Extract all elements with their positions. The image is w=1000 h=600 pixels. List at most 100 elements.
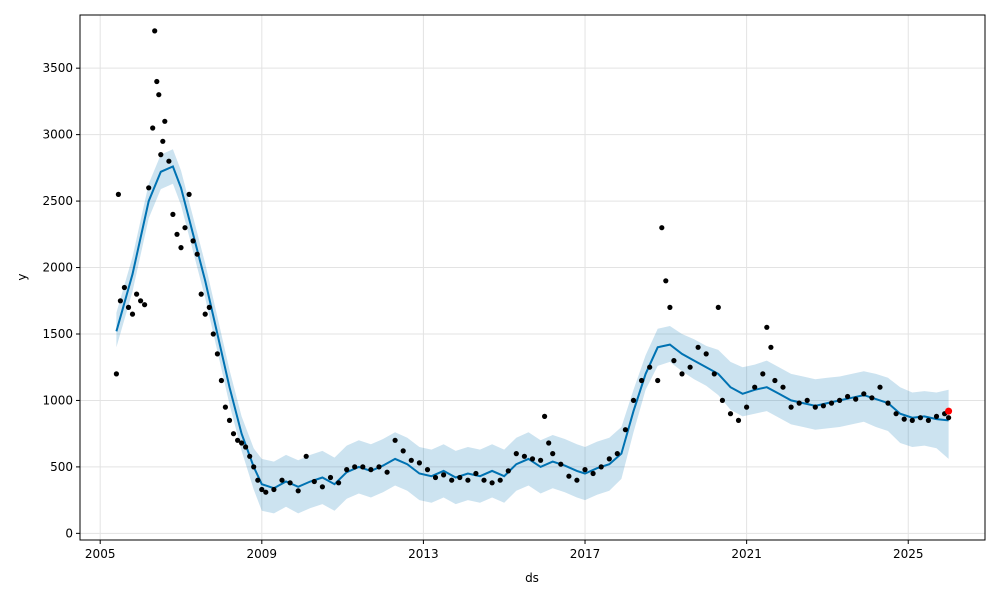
observed-point: [574, 477, 580, 483]
observed-point: [113, 371, 119, 377]
observed-point: [497, 477, 503, 483]
observed-point: [630, 397, 637, 403]
observed-point: [170, 211, 176, 217]
y-tick-label: 2500: [42, 194, 73, 208]
observed-point: [424, 467, 431, 473]
observed-point: [837, 397, 843, 403]
observed-point: [687, 364, 693, 370]
observed-point: [138, 298, 144, 304]
x-axis-ticks: 2005 2009 2013 2017 2021 2025: [85, 540, 924, 561]
observed-point: [178, 245, 184, 251]
observed-point: [352, 464, 358, 470]
observed-point: [582, 467, 588, 473]
observed-point: [457, 474, 463, 481]
observed-point: [129, 311, 136, 317]
observed-point: [441, 472, 447, 478]
observed-point: [360, 464, 366, 470]
observed-point: [287, 480, 293, 486]
observed-point: [384, 469, 390, 475]
observed-points-layer: [113, 28, 952, 495]
x-tick-label: 2009: [247, 547, 278, 561]
uncertainty-band-layer: [116, 149, 949, 514]
observed-point: [115, 191, 121, 197]
observed-point: [235, 437, 241, 443]
observed-point: [542, 413, 548, 419]
observed-point: [408, 457, 414, 463]
observed-point: [513, 451, 519, 457]
observed-point: [590, 470, 596, 477]
observed-point: [655, 377, 661, 384]
observed-point: [667, 304, 673, 310]
observed-point: [505, 468, 511, 474]
observed-point: [909, 417, 915, 423]
observed-point: [711, 371, 717, 377]
observed-point: [812, 404, 818, 410]
observed-point: [869, 395, 875, 401]
observed-point: [142, 302, 148, 308]
observed-point: [861, 391, 867, 397]
observed-point: [400, 448, 406, 454]
observed-point: [606, 456, 612, 462]
observed-point: [218, 377, 224, 384]
observed-point: [727, 411, 734, 417]
observed-point: [828, 400, 835, 406]
observed-point: [117, 298, 123, 304]
observed-point: [481, 477, 487, 483]
observed-point: [368, 467, 374, 473]
observed-point: [230, 431, 237, 437]
observed-point: [614, 451, 620, 457]
observed-point: [158, 152, 164, 158]
observed-point: [319, 484, 325, 490]
observed-point: [121, 284, 127, 291]
x-axis-label: ds: [525, 571, 539, 585]
observed-point: [152, 28, 158, 34]
observed-point: [917, 415, 924, 421]
observed-point: [788, 404, 794, 410]
observed-point: [703, 351, 709, 357]
observed-point: [174, 231, 180, 237]
observed-point: [210, 331, 216, 337]
observed-point: [796, 400, 802, 406]
observed-point: [303, 453, 309, 459]
observed-point: [222, 404, 228, 410]
x-tick-label: 2013: [408, 547, 439, 561]
observed-point: [679, 371, 685, 377]
x-tick-label: 2025: [893, 547, 924, 561]
uncertainty-band: [116, 149, 949, 514]
observed-point: [226, 417, 233, 423]
observed-point: [845, 393, 851, 400]
observed-point: [558, 461, 564, 467]
forecast-line: [115, 165, 949, 490]
observed-point: [214, 351, 220, 357]
observed-point: [647, 364, 653, 370]
observed-point: [295, 488, 301, 494]
plot-area-background: [80, 15, 985, 540]
observed-point: [735, 417, 742, 423]
observed-point: [639, 377, 645, 384]
observed-point: [946, 415, 952, 421]
observed-point: [202, 311, 208, 317]
y-axis-label: y: [15, 273, 29, 280]
observed-point: [344, 467, 350, 473]
observed-point: [150, 125, 156, 131]
highlight-points-layer: [945, 407, 953, 415]
forecast-line-layer: [115, 165, 949, 490]
observed-point: [744, 404, 750, 410]
observed-point: [764, 324, 770, 330]
observed-point: [449, 477, 455, 483]
horizontal-gridlines: [80, 67, 985, 534]
observed-point: [251, 464, 257, 470]
y-tick-label: 3000: [42, 128, 73, 142]
observed-point: [327, 474, 334, 481]
observed-point: [752, 384, 758, 390]
observed-point: [255, 477, 261, 483]
observed-point: [695, 344, 701, 350]
observed-point: [719, 397, 726, 403]
observed-point: [154, 78, 160, 85]
y-tick-label: 3500: [42, 61, 73, 75]
observed-point: [416, 460, 422, 466]
y-tick-label: 2000: [42, 261, 73, 275]
observed-point: [622, 427, 629, 433]
observed-point: [760, 371, 766, 377]
